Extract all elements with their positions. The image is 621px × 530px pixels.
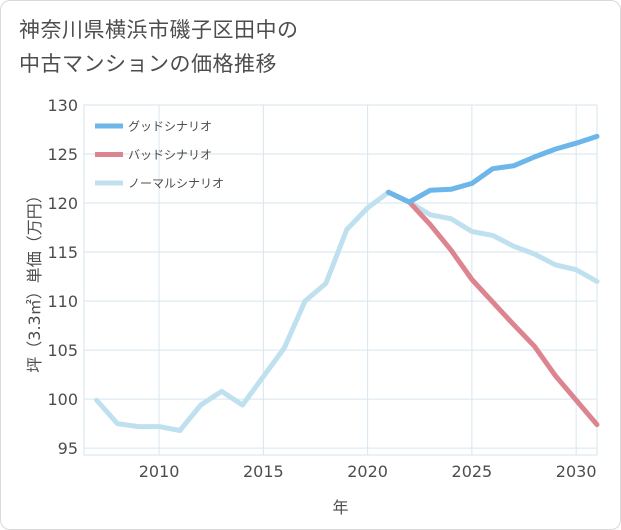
chart-title-line2: 中古マンションの価格推移 bbox=[19, 52, 277, 76]
y-tick-label: 115 bbox=[47, 243, 78, 262]
chart-title: 神奈川県横浜市磯子区田中の 中古マンションの価格推移 bbox=[19, 13, 299, 81]
x-axis-title: 年 bbox=[332, 498, 348, 517]
y-axis-title: 坪（3.3㎡）単価（万円） bbox=[25, 187, 44, 372]
x-tick-label: 2015 bbox=[243, 462, 284, 481]
series-line-2 bbox=[94, 189, 600, 433]
y-tick-label: 100 bbox=[47, 390, 78, 409]
x-tick-label: 2025 bbox=[452, 462, 493, 481]
series-line-1 bbox=[386, 189, 600, 428]
x-tick-label: 2010 bbox=[139, 462, 180, 481]
legend-label: ノーマルシナリオ bbox=[128, 177, 224, 191]
y-tick-label: 120 bbox=[47, 194, 78, 213]
y-tick-label: 110 bbox=[47, 292, 78, 311]
legend-label: グッドシナリオ bbox=[128, 120, 212, 134]
y-tick-label: 105 bbox=[47, 341, 78, 360]
x-tick-label: 2030 bbox=[556, 462, 597, 481]
x-tick-label: 2020 bbox=[347, 462, 388, 481]
legend-label: バッドシナリオ bbox=[128, 148, 212, 162]
chart-title-line1: 神奈川県横浜市磯子区田中の bbox=[19, 18, 299, 42]
y-tick-label: 125 bbox=[47, 145, 78, 164]
series-line-0 bbox=[386, 133, 600, 205]
y-tick-label: 130 bbox=[47, 96, 78, 115]
y-tick-label: 95 bbox=[58, 439, 78, 458]
